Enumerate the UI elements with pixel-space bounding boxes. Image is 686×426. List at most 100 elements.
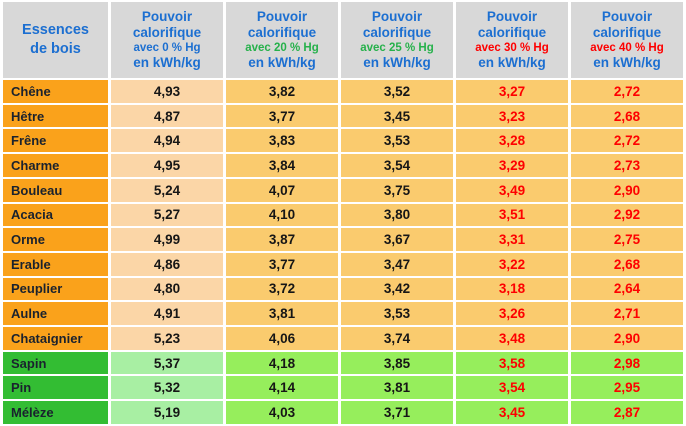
value-cell: 5,32 <box>111 376 223 400</box>
value-cell: 3,72 <box>226 277 338 301</box>
value-cell: 2,64 <box>571 277 683 301</box>
value-cell: 3,51 <box>456 203 568 227</box>
species-cell: Orme <box>3 228 108 251</box>
table-row: Sapin 5,37 4,18 3,85 3,58 2,98 <box>3 351 683 375</box>
species-cell: Chataignier <box>3 327 108 350</box>
humidity-condition-label: avec 40 % Hg <box>590 42 664 54</box>
value-cell: 2,72 <box>571 129 683 153</box>
species-cell: Peuplier <box>3 277 108 301</box>
value-cell: 4,14 <box>226 376 338 400</box>
value-cell: 3,26 <box>456 302 568 326</box>
value-cell: 5,37 <box>111 351 223 375</box>
value-cell: 3,52 <box>341 80 453 103</box>
value-cell: 2,95 <box>571 376 683 400</box>
value-cell: 3,47 <box>341 252 453 276</box>
unit-label: en kWh/kg <box>363 55 431 70</box>
column-header: Pouvoir calorifique avec 20 % Hg en kWh/kg <box>226 2 338 78</box>
value-cell: 2,73 <box>571 154 683 177</box>
value-cell: 2,90 <box>571 178 683 202</box>
value-cell: 3,67 <box>341 228 453 251</box>
value-cell: 3,48 <box>456 327 568 350</box>
species-cell: Mélèze <box>3 401 108 424</box>
value-cell: 4,10 <box>226 203 338 227</box>
value-cell: 3,29 <box>456 154 568 177</box>
value-cell: 3,31 <box>456 228 568 251</box>
table-row: Bouleau 5,24 4,07 3,75 3,49 2,90 <box>3 178 683 202</box>
header-title-line: Pouvoir <box>486 9 538 24</box>
table-body: Chêne 4,93 3,82 3,52 3,27 2,72 Hêtre 4,87 3,77 3,… <box>3 80 683 424</box>
value-cell: 3,49 <box>456 178 568 202</box>
value-cell: 2,98 <box>571 351 683 375</box>
value-cell: 3,42 <box>341 277 453 301</box>
corner-header-essences-de-bois: Essences de bois <box>3 2 108 78</box>
value-cell: 5,23 <box>111 327 223 350</box>
value-cell: 3,53 <box>341 129 453 153</box>
value-cell: 4,80 <box>111 277 223 301</box>
value-cell: 3,27 <box>456 80 568 103</box>
header-title-line: calorifique <box>477 25 547 40</box>
humidity-condition-label: avec 30 % Hg <box>475 42 549 54</box>
value-cell: 5,24 <box>111 178 223 202</box>
table-row: Aulne 4,91 3,81 3,53 3,26 2,71 <box>3 302 683 326</box>
value-cell: 2,71 <box>571 302 683 326</box>
header-title-line: Pouvoir <box>256 9 308 24</box>
species-cell: Chêne <box>3 80 108 103</box>
value-cell: 2,72 <box>571 80 683 103</box>
value-cell: 3,53 <box>341 302 453 326</box>
column-header: Pouvoir calorifique avec 0 % Hg en kWh/kg <box>111 2 223 78</box>
value-cell: 3,84 <box>226 154 338 177</box>
value-cell: 2,75 <box>571 228 683 251</box>
value-cell: 3,23 <box>456 104 568 128</box>
unit-label: en kWh/kg <box>593 55 661 70</box>
table-row: Charme 4,95 3,84 3,54 3,29 2,73 <box>3 154 683 177</box>
column-header: Pouvoir calorifique avec 25 % Hg en kWh/kg <box>341 2 453 78</box>
header-title-line: Pouvoir <box>141 9 193 24</box>
table-row: Pin 5,32 4,14 3,81 3,54 2,95 <box>3 376 683 400</box>
value-cell: 4,95 <box>111 154 223 177</box>
value-cell: 4,06 <box>226 327 338 350</box>
value-cell: 2,92 <box>571 203 683 227</box>
value-cell: 2,68 <box>571 252 683 276</box>
value-cell: 3,77 <box>226 104 338 128</box>
unit-label: en kWh/kg <box>248 55 316 70</box>
value-cell: 3,85 <box>341 351 453 375</box>
value-cell: 3,81 <box>226 302 338 326</box>
header-row: Essences de bois Pouvoir calorifique avec 0… <box>3 2 683 78</box>
species-cell: Sapin <box>3 351 108 375</box>
value-cell: 3,45 <box>341 104 453 128</box>
table-row: Acacia 5,27 4,10 3,80 3,51 2,92 <box>3 203 683 227</box>
species-cell: Charme <box>3 154 108 177</box>
value-cell: 3,80 <box>341 203 453 227</box>
unit-label: en kWh/kg <box>478 55 546 70</box>
humidity-condition-label: avec 0 % Hg <box>133 42 201 54</box>
value-cell: 3,83 <box>226 129 338 153</box>
value-cell: 2,68 <box>571 104 683 128</box>
value-cell: 4,18 <box>226 351 338 375</box>
value-cell: 3,71 <box>341 401 453 424</box>
table-row: Orme 4,99 3,87 3,67 3,31 2,75 <box>3 228 683 251</box>
header-title-line: Pouvoir <box>601 9 653 24</box>
value-cell: 3,22 <box>456 252 568 276</box>
humidity-condition-label: avec 20 % Hg <box>245 42 319 54</box>
table-row: Peuplier 4,80 3,72 3,42 3,18 2,64 <box>3 277 683 301</box>
humidity-condition-label: avec 25 % Hg <box>360 42 434 54</box>
value-cell: 5,27 <box>111 203 223 227</box>
table-row: Erable 4,86 3,77 3,47 3,22 2,68 <box>3 252 683 276</box>
value-cell: 3,18 <box>456 277 568 301</box>
unit-label: en kWh/kg <box>133 55 201 70</box>
value-cell: 3,82 <box>226 80 338 103</box>
value-cell: 4,99 <box>111 228 223 251</box>
table-row: Frêne 4,94 3,83 3,53 3,28 2,72 <box>3 129 683 153</box>
value-cell: 4,94 <box>111 129 223 153</box>
species-cell: Frêne <box>3 129 108 153</box>
value-cell: 5,19 <box>111 401 223 424</box>
value-cell: 3,54 <box>456 376 568 400</box>
header-title-line: calorifique <box>362 25 432 40</box>
value-cell: 3,77 <box>226 252 338 276</box>
species-cell: Hêtre <box>3 104 108 128</box>
header-title-line: calorifique <box>247 25 317 40</box>
value-cell: 4,91 <box>111 302 223 326</box>
value-cell: 3,74 <box>341 327 453 350</box>
species-cell: Bouleau <box>3 178 108 202</box>
